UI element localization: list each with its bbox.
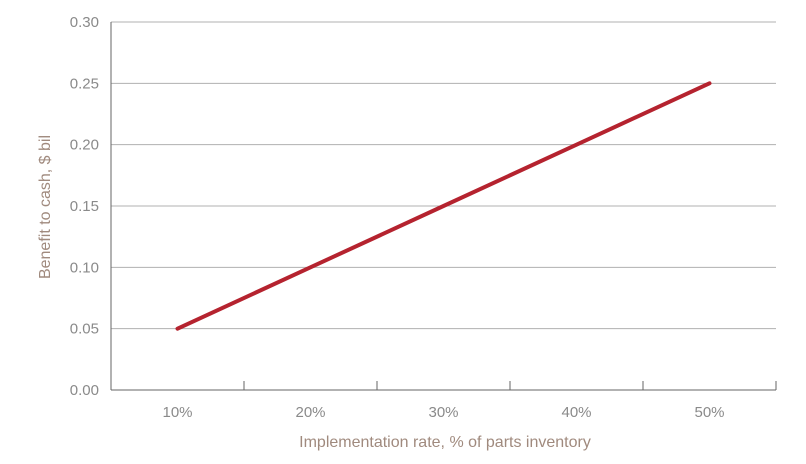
x-tick-label-0: 10% (162, 404, 192, 421)
x-tick-label-4: 50% (694, 404, 724, 421)
y-tick-label-3: 0.15 (70, 198, 99, 215)
x-tick-label-2: 30% (428, 404, 458, 421)
x-tick-labels: 10% 20% 30% 40% 50% (162, 404, 724, 421)
axes (110, 22, 777, 391)
x-axis-title: Implementation rate, % of parts inventor… (299, 434, 591, 451)
y-tick-labels: 0.00 0.05 0.10 0.15 0.20 0.25 0.30 (70, 14, 99, 399)
y-tick-label-1: 0.05 (70, 321, 99, 338)
y-tick-label-2: 0.10 (70, 259, 99, 276)
y-axis-title: Benefit to cash, $ bil (37, 135, 54, 279)
series-lines (175, 81, 712, 331)
y-tick-label-0: 0.00 (70, 382, 99, 399)
gridlines (111, 21, 776, 330)
y-tick-label-5: 0.25 (70, 75, 99, 92)
x-tick-label-3: 40% (561, 404, 591, 421)
series-line-0 (175, 81, 712, 331)
x-tick-label-1: 20% (295, 404, 325, 421)
y-tick-label-6: 0.30 (70, 14, 99, 31)
y-tick-label-4: 0.20 (70, 137, 99, 154)
